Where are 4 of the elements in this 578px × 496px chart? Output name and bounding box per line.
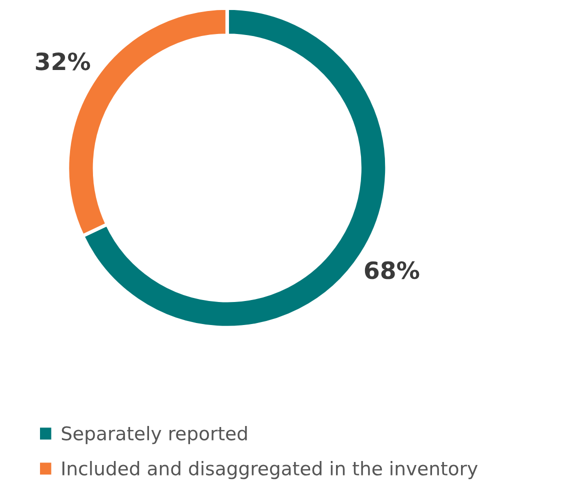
data-label: 68% [364,261,420,280]
legend-label: Included and disaggregated in the inventory [62,460,478,480]
data-label: 32% [36,52,90,70]
legend-label: Separately reported [62,426,247,444]
